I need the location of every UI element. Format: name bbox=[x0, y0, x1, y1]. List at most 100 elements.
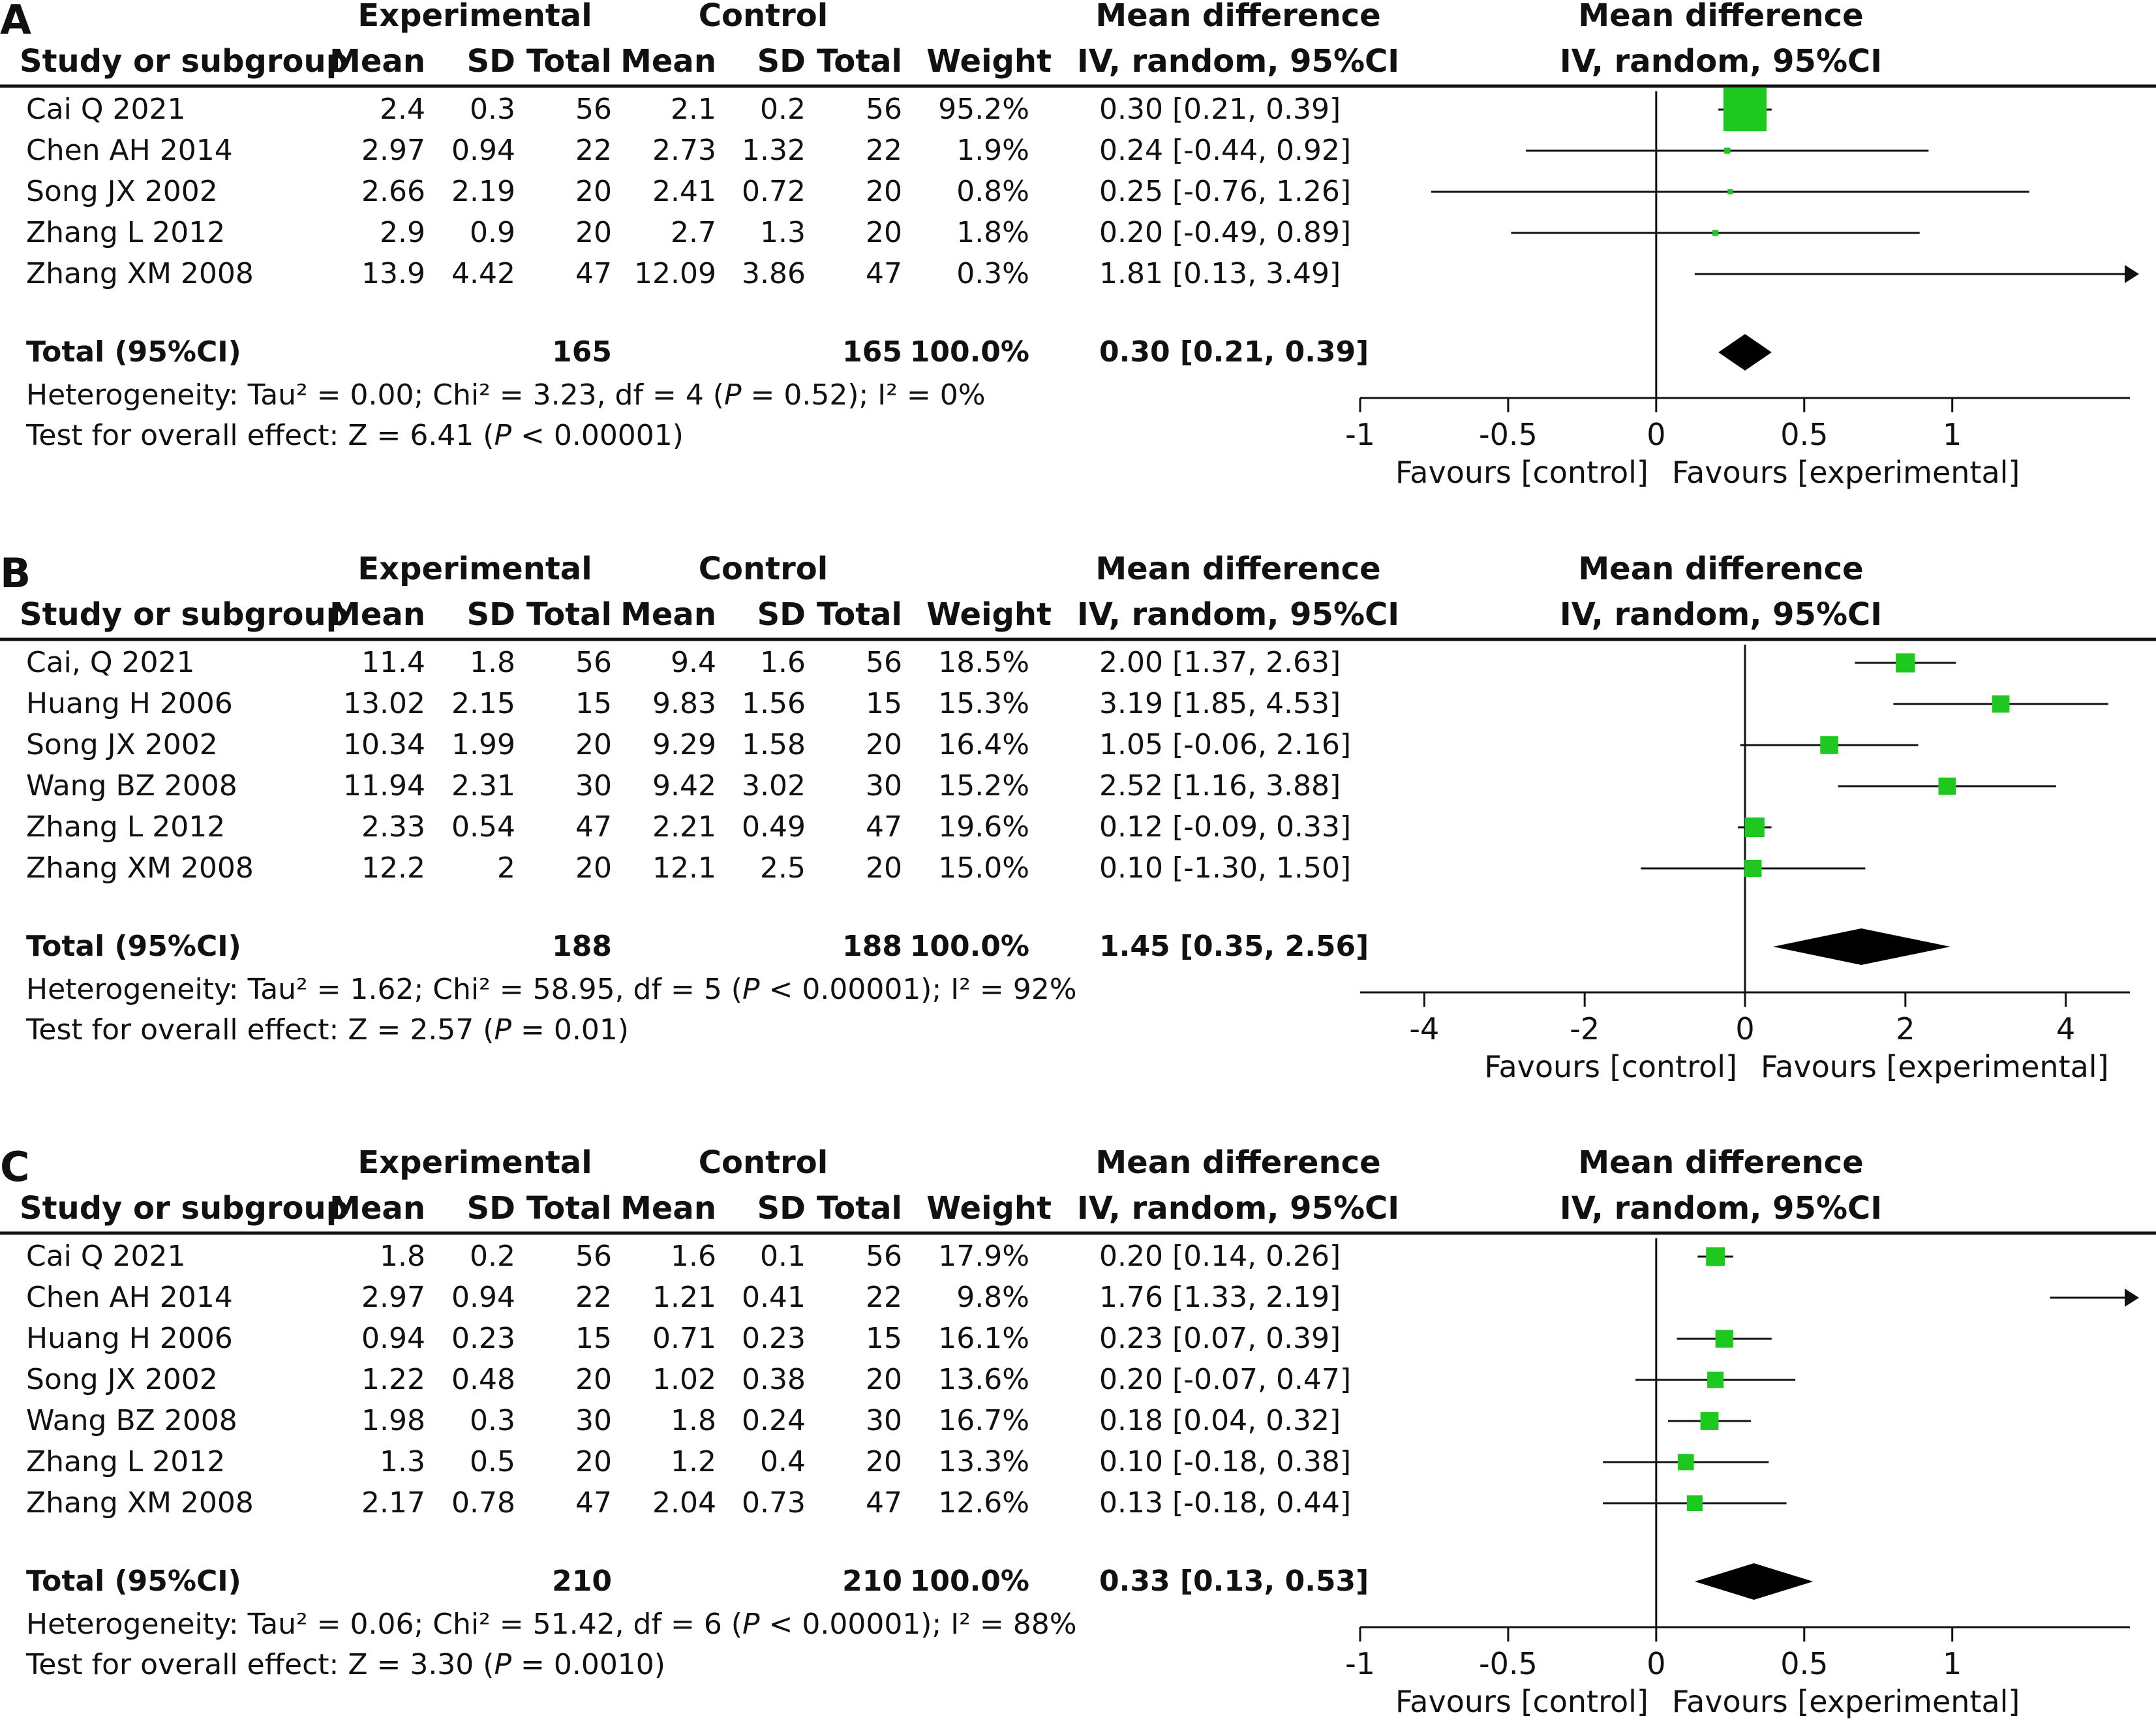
col-weight: Weight bbox=[926, 43, 1052, 80]
study-name: Zhang L 2012 bbox=[26, 1445, 225, 1478]
col-md: IV, random, 95%CI bbox=[1077, 43, 1399, 80]
overall-effect-text: Test for overall effect: Z = 3.30 (P = 0… bbox=[25, 1648, 665, 1681]
study-name: Song JX 2002 bbox=[26, 728, 218, 761]
exp-sd: 0.94 bbox=[451, 1281, 515, 1314]
forest-panel-a: A Experimental Control Mean difference Mean … bbox=[0, 0, 2156, 490]
ctl-total: 47 bbox=[866, 1486, 902, 1520]
total-exp: 188 bbox=[552, 930, 612, 963]
exp-total: 56 bbox=[575, 646, 612, 679]
total-md-ci: 0.30 [0.21, 0.39] bbox=[1099, 335, 1369, 369]
exp-sd: 0.94 bbox=[451, 134, 515, 167]
weight: 15.3% bbox=[938, 687, 1029, 720]
overall-pre: Test for overall effect: Z = 6.41 ( bbox=[25, 419, 494, 452]
col-md: IV, random, 95%CI bbox=[1077, 596, 1399, 633]
ctl-sd: 0.2 bbox=[760, 93, 806, 126]
x-tick-label: -0.5 bbox=[1479, 1646, 1538, 1681]
weight: 12.6% bbox=[938, 1486, 1029, 1520]
ctl-mean: 2.7 bbox=[671, 216, 716, 249]
exp-sd: 2 bbox=[497, 851, 515, 885]
x-tick-label: 0.5 bbox=[1780, 417, 1828, 452]
ctl-mean: 2.21 bbox=[652, 810, 716, 844]
ci-arrow bbox=[2125, 1289, 2139, 1307]
total-ctl: 188 bbox=[842, 930, 902, 963]
exp-mean: 11.94 bbox=[343, 769, 425, 802]
x-tick-label: 4 bbox=[2056, 1011, 2075, 1047]
study-name: Zhang L 2012 bbox=[26, 810, 225, 844]
study-marker bbox=[1700, 1412, 1719, 1430]
exp-total: 20 bbox=[575, 728, 612, 761]
ctl-total: 20 bbox=[866, 1363, 902, 1396]
mean-difference-ci: 3.19 [1.85, 4.53] bbox=[1099, 687, 1341, 720]
header-control: Control bbox=[699, 1144, 828, 1181]
overall-effect-text: Test for overall effect: Z = 2.57 (P = 0… bbox=[25, 1013, 629, 1047]
ctl-mean: 2.1 bbox=[671, 93, 716, 126]
study-name: Huang H 2006 bbox=[26, 1322, 233, 1355]
col-md: IV, random, 95%CI bbox=[1077, 1190, 1399, 1227]
panel-label: B bbox=[0, 549, 31, 597]
exp-sd: 0.78 bbox=[451, 1486, 515, 1520]
study-name: Cai, Q 2021 bbox=[26, 646, 194, 679]
header-md-plot: Mean difference bbox=[1578, 0, 1863, 34]
heterogeneity-pre: Heterogeneity: Tau² = 1.62; Chi² = 58.95… bbox=[26, 973, 742, 1006]
col-exp-sd: SD bbox=[467, 43, 515, 80]
col-exp-total: Total bbox=[526, 596, 612, 633]
ctl-mean: 2.04 bbox=[652, 1486, 716, 1520]
col-exp-total: Total bbox=[526, 1190, 612, 1227]
forest-panel-c: C Experimental Control Mean difference Mean … bbox=[0, 1143, 2156, 1719]
exp-total: 15 bbox=[575, 1322, 612, 1355]
weight: 13.3% bbox=[938, 1445, 1029, 1478]
study-marker bbox=[1896, 653, 1915, 673]
ctl-mean: 9.4 bbox=[671, 646, 716, 679]
ctl-mean: 1.21 bbox=[652, 1281, 716, 1314]
exp-sd: 1.99 bbox=[451, 728, 515, 761]
ctl-mean: 9.42 bbox=[652, 769, 716, 802]
heterogeneity-post: = 0.52); I² = 0% bbox=[742, 378, 986, 412]
ctl-mean: 12.09 bbox=[634, 257, 716, 290]
weight: 16.4% bbox=[938, 728, 1029, 761]
ctl-mean: 2.41 bbox=[652, 175, 716, 208]
mean-difference-ci: 0.13 [-0.18, 0.44] bbox=[1099, 1486, 1351, 1520]
exp-mean: 12.2 bbox=[361, 851, 425, 885]
study-name: Zhang XM 2008 bbox=[26, 851, 254, 885]
ctl-mean: 1.02 bbox=[652, 1363, 716, 1396]
ctl-mean: 9.83 bbox=[652, 687, 716, 720]
exp-total: 56 bbox=[575, 93, 612, 126]
x-tick-label: 0 bbox=[1647, 1646, 1665, 1681]
mean-difference-ci: 2.52 [1.16, 3.88] bbox=[1099, 769, 1341, 802]
col-plot-method: IV, random, 95%CI bbox=[1560, 43, 1882, 80]
ctl-total: 22 bbox=[866, 134, 902, 167]
exp-total: 22 bbox=[575, 1281, 612, 1314]
ctl-total: 47 bbox=[866, 257, 902, 290]
mean-difference-ci: 1.81 [0.13, 3.49] bbox=[1099, 257, 1341, 290]
weight: 15.0% bbox=[938, 851, 1029, 885]
favours-experimental: Favours [experimental] bbox=[1672, 455, 2020, 490]
exp-mean: 2.4 bbox=[380, 93, 425, 126]
col-exp-sd: SD bbox=[467, 1190, 515, 1227]
ctl-sd: 0.24 bbox=[742, 1404, 806, 1437]
heterogeneity-text: Heterogeneity: Tau² = 0.06; Chi² = 51.42… bbox=[26, 1608, 1077, 1641]
header-md-table: Mean difference bbox=[1095, 551, 1380, 587]
exp-mean: 11.4 bbox=[361, 646, 425, 679]
study-marker bbox=[1938, 777, 1956, 795]
ctl-sd: 0.41 bbox=[742, 1281, 806, 1314]
exp-sd: 4.42 bbox=[451, 257, 515, 290]
heterogeneity-p: P bbox=[742, 973, 760, 1006]
ctl-sd: 1.3 bbox=[760, 216, 806, 249]
header-control: Control bbox=[699, 551, 828, 587]
ctl-mean: 1.2 bbox=[671, 1445, 716, 1478]
ctl-sd: 1.56 bbox=[742, 687, 806, 720]
total-weight: 100.0% bbox=[910, 1565, 1029, 1598]
study-marker bbox=[1724, 147, 1731, 154]
overall-effect-text: Test for overall effect: Z = 6.41 (P < 0… bbox=[25, 419, 684, 452]
ctl-mean: 1.8 bbox=[671, 1404, 716, 1437]
exp-total: 30 bbox=[575, 1404, 612, 1437]
header-control: Control bbox=[699, 0, 828, 34]
total-ctl: 210 bbox=[842, 1565, 902, 1598]
x-tick-label: 0 bbox=[1647, 417, 1665, 452]
header-experimental: Experimental bbox=[357, 551, 592, 587]
col-ctl-mean: Mean bbox=[620, 596, 716, 633]
study-marker bbox=[1706, 1247, 1725, 1266]
mean-difference-ci: 2.00 [1.37, 2.63] bbox=[1099, 646, 1341, 679]
total-md-ci: 0.33 [0.13, 0.53] bbox=[1099, 1565, 1369, 1598]
x-tick-label: -2 bbox=[1570, 1011, 1600, 1047]
